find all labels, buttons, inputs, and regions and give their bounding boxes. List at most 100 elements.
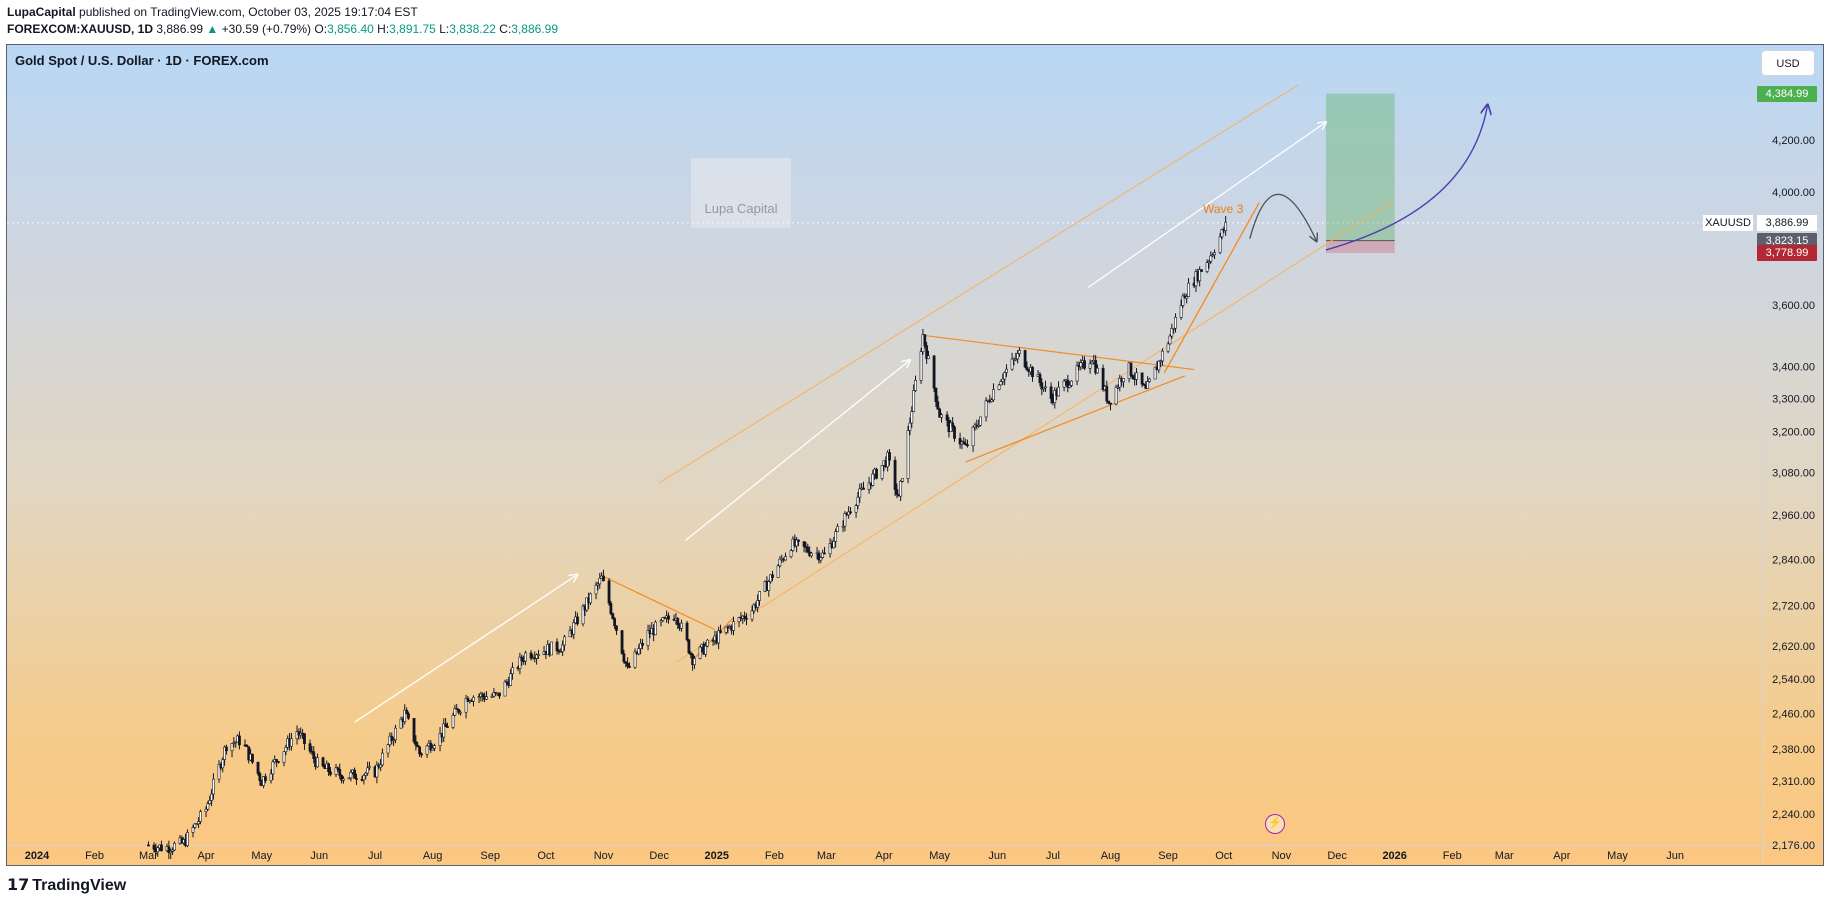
lightning-icon[interactable]: ⚡ <box>1265 814 1285 834</box>
x-tick-label: May <box>929 850 950 862</box>
candle-body <box>442 723 446 738</box>
published-text: published on TradingView.com, October 03… <box>79 5 418 19</box>
candle-body <box>455 708 459 710</box>
candle-body <box>880 465 884 479</box>
candle-body <box>355 778 358 780</box>
candle-body <box>990 399 994 402</box>
trend-arrow-2[interactable] <box>684 360 910 542</box>
candle-body <box>661 617 665 621</box>
candle-body <box>379 764 383 768</box>
candle-body <box>1010 358 1014 370</box>
y-tick-label: 2,620.00 <box>1772 641 1815 653</box>
candle-body <box>953 426 956 439</box>
y-tick-label: 2,840.00 <box>1772 554 1815 566</box>
triangle-1-line-1[interactable] <box>603 575 716 631</box>
candle-body <box>340 775 343 781</box>
candle-body <box>667 615 670 620</box>
candle-body <box>425 745 429 755</box>
y-tick-label: 3,300.00 <box>1772 393 1815 405</box>
tradingview-logo[interactable]: 𝟭𝟳 TradingView <box>7 875 126 895</box>
candle-body <box>1053 390 1057 404</box>
candle-body <box>403 709 407 722</box>
channel-lower-line[interactable] <box>675 199 1395 663</box>
y-tick-label: 3,200.00 <box>1772 426 1815 438</box>
candle-body <box>433 745 436 749</box>
candle-body <box>854 505 858 513</box>
triangle-2-line-1[interactable] <box>922 334 1195 371</box>
candle-body <box>1044 386 1047 389</box>
author-name[interactable]: LupaCapital <box>7 5 76 19</box>
candle-body <box>1016 353 1020 360</box>
candle-body <box>1079 362 1083 368</box>
candle-body <box>598 578 602 585</box>
candle-body <box>1049 386 1053 399</box>
x-tick-label: Jul <box>368 850 382 862</box>
candle-body <box>1068 385 1072 388</box>
symbol-text[interactable]: FOREXCOM:XAUUSD, 1D <box>7 22 154 36</box>
candle-body <box>557 650 561 652</box>
projection-arrow[interactable] <box>1325 105 1488 251</box>
candle-body <box>535 654 539 659</box>
candle-body <box>1109 402 1112 405</box>
candle-body <box>1116 386 1120 389</box>
currency-button[interactable]: USD <box>1761 50 1815 76</box>
ohlc-line: FOREXCOM:XAUUSD, 1D 3,886.99 ▲ +30.59 (+… <box>7 22 558 37</box>
trend-arrow-1[interactable] <box>354 575 578 723</box>
candle-body <box>247 746 251 761</box>
candle-body <box>1166 343 1170 352</box>
x-tick-label: Apr <box>1553 850 1570 862</box>
candle-body <box>717 630 721 644</box>
y-tick-label: 2,240.00 <box>1772 809 1815 821</box>
stop-price-tag: 3,778.99 <box>1757 245 1817 262</box>
y-tick-label: 2,176.00 <box>1772 840 1815 852</box>
candle-body <box>327 763 330 773</box>
low-value: 3,838.22 <box>449 22 496 36</box>
candle-body <box>321 757 325 767</box>
candle-body <box>856 496 860 506</box>
wave-3-line[interactable] <box>1163 202 1260 374</box>
candle-body <box>1070 380 1073 386</box>
candle-body <box>784 556 787 561</box>
candle-body <box>1023 350 1027 368</box>
candle-body <box>832 541 836 549</box>
candle-body <box>444 723 448 727</box>
lupa-capital-watermark: Lupa Capital <box>691 158 791 228</box>
candle-body <box>342 778 345 781</box>
chart-pane[interactable]: 2,176.00 2,240.00 2,310.00 2,380.00 2,460.00… <box>6 44 1824 866</box>
candle-body <box>1018 350 1021 354</box>
candle-body <box>481 693 485 697</box>
candle-body <box>1005 368 1008 373</box>
candle-body <box>258 773 262 781</box>
pullback-arrow[interactable] <box>1249 193 1317 241</box>
publication-line: LupaCapital published on TradingView.com… <box>7 5 558 20</box>
candle-body <box>275 759 278 762</box>
candle-body <box>938 408 942 418</box>
stop-loss-zone[interactable] <box>1325 240 1395 254</box>
candle-body <box>1003 372 1007 380</box>
y-tick-label: 2,460.00 <box>1772 708 1815 720</box>
candle-body <box>264 776 267 781</box>
x-tick-label: May <box>251 850 272 862</box>
x-tick-label: Jul <box>1046 850 1060 862</box>
candle-body <box>1207 261 1211 263</box>
candle-body <box>585 597 589 611</box>
y-tick-label: 2,720.00 <box>1772 601 1815 613</box>
y-tick-label: 4,000.00 <box>1772 187 1815 199</box>
candle-body <box>676 618 680 626</box>
candle-body <box>1185 296 1189 299</box>
triangle-2-line-2[interactable] <box>965 375 1186 463</box>
candle-body <box>810 552 813 557</box>
channel-upper-line[interactable] <box>658 84 1299 484</box>
candle-body <box>932 355 936 389</box>
price-chart[interactable]: 2,176.00 2,240.00 2,310.00 2,380.00 2,460.00… <box>7 45 1823 865</box>
take-profit-zone[interactable] <box>1325 93 1395 241</box>
candle-body <box>459 711 462 714</box>
candle-body <box>594 584 598 595</box>
candle-body <box>503 681 507 697</box>
candle-body <box>217 764 221 780</box>
candle-body <box>821 552 825 558</box>
candle-body <box>1157 360 1161 371</box>
candle-body <box>962 441 966 445</box>
candle-body <box>1172 327 1176 330</box>
trend-arrow-3[interactable] <box>1087 122 1326 288</box>
